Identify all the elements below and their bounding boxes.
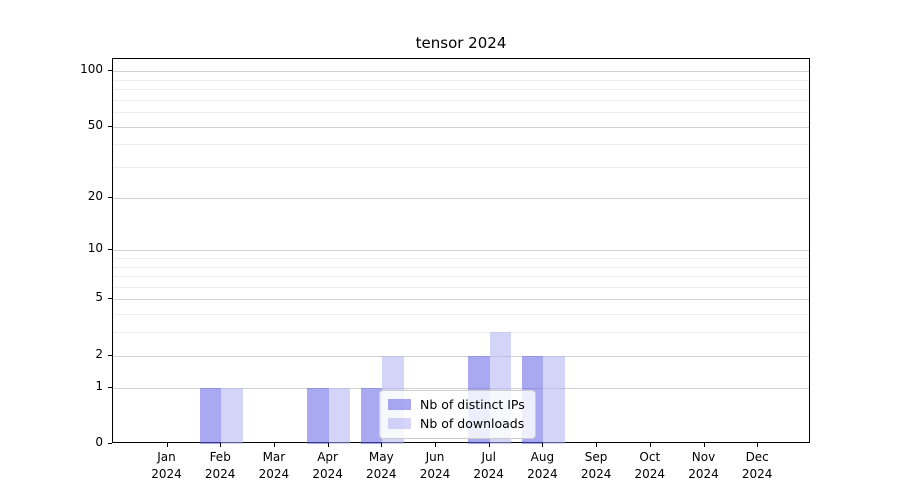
- legend-row-distinct-ips: Nb of distinct IPs: [388, 397, 525, 412]
- gridline-minor: [113, 99, 809, 101]
- x-tick-mark: [220, 443, 222, 447]
- gridline-major: [113, 299, 809, 301]
- gridline-minor: [113, 276, 809, 278]
- bar-downloads-apr: [328, 388, 351, 445]
- bar-distinct-ips-feb: [199, 388, 222, 445]
- bar-distinct-ips-apr: [307, 388, 329, 445]
- x-tick-label-jul: Jul 2024: [473, 450, 504, 481]
- x-tick-label-aug: Aug 2024: [527, 450, 558, 481]
- legend-swatch-distinct-ips: [388, 399, 411, 410]
- y-tick-mark: [108, 125, 112, 127]
- gridline-minor: [113, 314, 809, 316]
- x-tick-mark: [542, 443, 544, 447]
- y-tick-label: 10: [87, 241, 103, 256]
- gridline-minor: [113, 144, 809, 146]
- y-tick-label: 5: [95, 290, 103, 305]
- y-tick-label: 50: [87, 117, 103, 132]
- x-tick-mark: [649, 443, 651, 447]
- legend-row-downloads: Nb of downloads: [388, 416, 525, 431]
- x-tick-mark: [488, 443, 490, 447]
- gridline-major: [113, 198, 809, 200]
- gridline-minor: [113, 166, 809, 168]
- y-tick-mark: [108, 70, 112, 72]
- y-tick-mark: [108, 443, 112, 445]
- x-tick-label-nov: Nov 2024: [688, 450, 719, 481]
- x-tick-label-sep: Sep 2024: [580, 450, 612, 481]
- legend-label-distinct-ips: Nb of distinct IPs: [420, 397, 525, 412]
- x-tick-mark: [166, 443, 168, 447]
- x-tick-mark: [757, 443, 759, 447]
- gridline-minor: [113, 79, 809, 81]
- y-tick-mark: [108, 387, 112, 389]
- bar-downloads-feb: [221, 388, 243, 445]
- x-tick-mark: [327, 443, 329, 447]
- x-tick-label-feb: Feb 2024: [204, 450, 236, 481]
- gridline-major: [113, 250, 809, 252]
- x-tick-label-dec: Dec 2024: [741, 450, 773, 481]
- bar-distinct-ips-may: [360, 388, 383, 445]
- y-tick-mark: [108, 354, 112, 356]
- y-tick-label: 100: [80, 62, 103, 77]
- x-tick-label-oct: Oct 2024: [634, 450, 666, 481]
- y-tick-mark: [108, 197, 112, 199]
- gridline-minor: [113, 112, 809, 114]
- x-tick-mark: [596, 443, 598, 447]
- x-tick-label-jan: Jan 2024: [151, 450, 182, 481]
- gridline-minor: [113, 89, 809, 91]
- gridline-minor: [113, 258, 809, 260]
- bar-downloads-aug: [543, 355, 565, 445]
- y-tick-mark: [108, 298, 112, 300]
- y-tick-label: 20: [87, 189, 103, 204]
- gridline-major: [113, 71, 809, 73]
- gridline-minor: [113, 287, 809, 289]
- gridline-minor: [113, 266, 809, 268]
- plot-area: Nb of distinct IPs Nb of downloads: [112, 58, 810, 445]
- x-tick-mark: [435, 443, 436, 447]
- legend-swatch-downloads: [388, 418, 411, 429]
- x-tick-mark: [381, 443, 383, 447]
- gridline-major: [113, 388, 809, 390]
- x-tick-mark: [703, 443, 705, 447]
- x-tick-label-may: May 2024: [366, 450, 397, 481]
- x-tick-label-apr: Apr 2024: [312, 450, 343, 481]
- y-tick-label: 0: [95, 435, 103, 450]
- x-tick-mark: [273, 443, 275, 447]
- gridline-major: [113, 126, 809, 128]
- y-tick-mark: [108, 249, 112, 251]
- x-tick-label-jun: Jun 2024: [419, 450, 451, 481]
- x-tick-label-mar: Mar 2024: [258, 450, 290, 481]
- chart-title: tensor 2024: [415, 34, 507, 52]
- legend-label-downloads: Nb of downloads: [420, 416, 525, 431]
- y-tick-label: 2: [95, 346, 103, 361]
- y-tick-label: 1: [95, 379, 103, 394]
- gridline-minor: [113, 332, 809, 334]
- gridline-major: [113, 355, 809, 357]
- legend: Nb of distinct IPs Nb of downloads: [379, 390, 536, 439]
